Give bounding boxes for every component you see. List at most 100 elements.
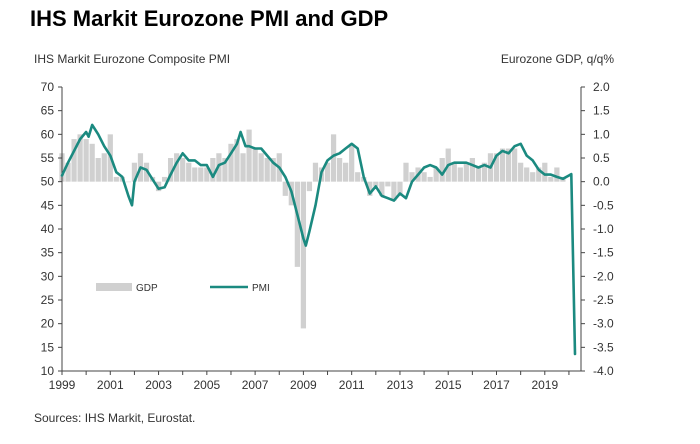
gdp-bar: [300, 181, 307, 329]
right-tick-label: -1.5: [593, 246, 614, 260]
gdp-bar: [282, 181, 288, 196]
gdp-bar: [524, 167, 530, 182]
gdp-bar: [246, 129, 252, 182]
x-tick-label: 2005: [193, 378, 220, 392]
left-tick-label: 65: [41, 104, 55, 118]
gdp-bar: [113, 176, 119, 182]
gdp-bar: [186, 162, 192, 182]
gdp-bar: [481, 162, 488, 182]
left-axis-label: IHS Markit Eurozone Composite PMI: [34, 52, 231, 66]
gdp-bar: [469, 158, 475, 182]
gdp-bar: [511, 148, 518, 182]
x-tick-label: 2019: [531, 378, 558, 392]
gdp-bar: [343, 162, 349, 182]
right-tick-label: 1.5: [593, 104, 610, 118]
left-tick-label: 50: [41, 175, 55, 189]
left-tick-label: 30: [41, 269, 55, 283]
right-tick-label: -2.0: [593, 269, 614, 283]
gdp-bar: [161, 176, 168, 182]
gdp-bar: [530, 172, 536, 182]
gdp-bar: [234, 139, 240, 182]
gdp-bar: [192, 167, 198, 182]
x-tick-label: 1999: [49, 378, 76, 392]
gdp-bar: [379, 181, 385, 196]
gdp-bar: [403, 162, 409, 182]
gdp-bar: [463, 162, 469, 182]
source-note: Sources: IHS Markit, Eurostat.: [34, 411, 196, 425]
gdp-bar: [198, 167, 204, 182]
gdp-bar: [427, 176, 433, 182]
left-tick-label: 70: [41, 80, 55, 94]
legend-gdp-swatch: [96, 283, 132, 291]
gdp-bar: [77, 134, 83, 182]
gdp-bar: [312, 162, 319, 182]
left-tick-label: 60: [41, 127, 55, 141]
left-tick-label: 35: [41, 246, 55, 260]
x-tick-label: 2001: [97, 378, 124, 392]
x-tick-label: 2017: [483, 378, 510, 392]
gdp-bar: [240, 153, 246, 182]
gdp-bar: [204, 167, 210, 182]
gdp-bar: [391, 181, 397, 201]
gdp-bar: [493, 153, 500, 182]
pmi-line: [60, 123, 577, 356]
x-tick-label: 2007: [242, 378, 269, 392]
gdp-bar: [228, 143, 234, 182]
gdp-bar: [125, 181, 132, 183]
gdp-bar: [518, 162, 524, 182]
right-tick-label: 2.0: [593, 80, 610, 94]
right-tick-label: -1.0: [593, 222, 614, 236]
gdp-bar: [421, 172, 427, 182]
x-tick-label: 2003: [145, 378, 172, 392]
x-tick-label: 2011: [339, 378, 365, 392]
gdp-bar: [385, 181, 391, 187]
legend: GDP PMI: [96, 283, 270, 294]
gdp-bar: [554, 167, 560, 182]
gdp-bar: [330, 134, 337, 182]
gdp-bar: [324, 162, 331, 182]
gdp-bar: [397, 181, 403, 196]
gdp-bar: [433, 167, 439, 182]
gdp-bar: [222, 158, 228, 182]
gdp-bar: [180, 158, 186, 182]
legend-gdp-label: GDP: [136, 283, 158, 294]
gdp-bar: [131, 162, 138, 182]
right-tick-label: 1.0: [593, 127, 610, 141]
gdp-bar: [373, 181, 379, 187]
right-tick-label: -3.5: [593, 340, 614, 354]
right-axis-label: Eurozone GDP, q/q%: [500, 52, 614, 66]
gdp-bar: [349, 143, 355, 182]
x-tick-label: 2009: [290, 378, 317, 392]
gdp-bar: [270, 158, 276, 182]
gdp-bar: [505, 148, 512, 182]
legend-pmi-label: PMI: [252, 283, 270, 294]
left-tick-label: 55: [41, 151, 55, 165]
gdp-bar: [258, 153, 264, 182]
gdp-bar: [294, 181, 300, 267]
gdp-bar: [439, 158, 445, 182]
gdp-bar: [174, 153, 180, 182]
right-tick-label: -3.0: [593, 317, 614, 331]
left-tick-label: 40: [41, 222, 55, 236]
gdp-bar: [499, 148, 506, 182]
x-tick-label: 2015: [435, 378, 462, 392]
gdp-bar: [95, 158, 101, 182]
gdp-bar: [101, 153, 107, 182]
left-tick-label: 20: [41, 317, 55, 331]
left-tick-label: 25: [41, 293, 55, 307]
gdp-bar: [168, 158, 174, 182]
gdp-bar: [336, 158, 343, 182]
gdp-bars: [59, 129, 566, 329]
right-tick-label: -4.0: [593, 364, 614, 378]
gdp-bar: [89, 143, 95, 182]
gdp-bar: [548, 176, 554, 182]
gdp-bar: [355, 172, 361, 182]
axes: 706560555045403530252015102.01.51.00.50.…: [41, 80, 614, 392]
gdp-bar: [264, 158, 270, 182]
x-tick-label: 2013: [387, 378, 414, 392]
gdp-bar: [457, 167, 463, 182]
gdp-bar: [252, 148, 258, 182]
page-title: IHS Markit Eurozone PMI and GDP: [30, 6, 389, 31]
left-tick-label: 45: [41, 198, 55, 212]
